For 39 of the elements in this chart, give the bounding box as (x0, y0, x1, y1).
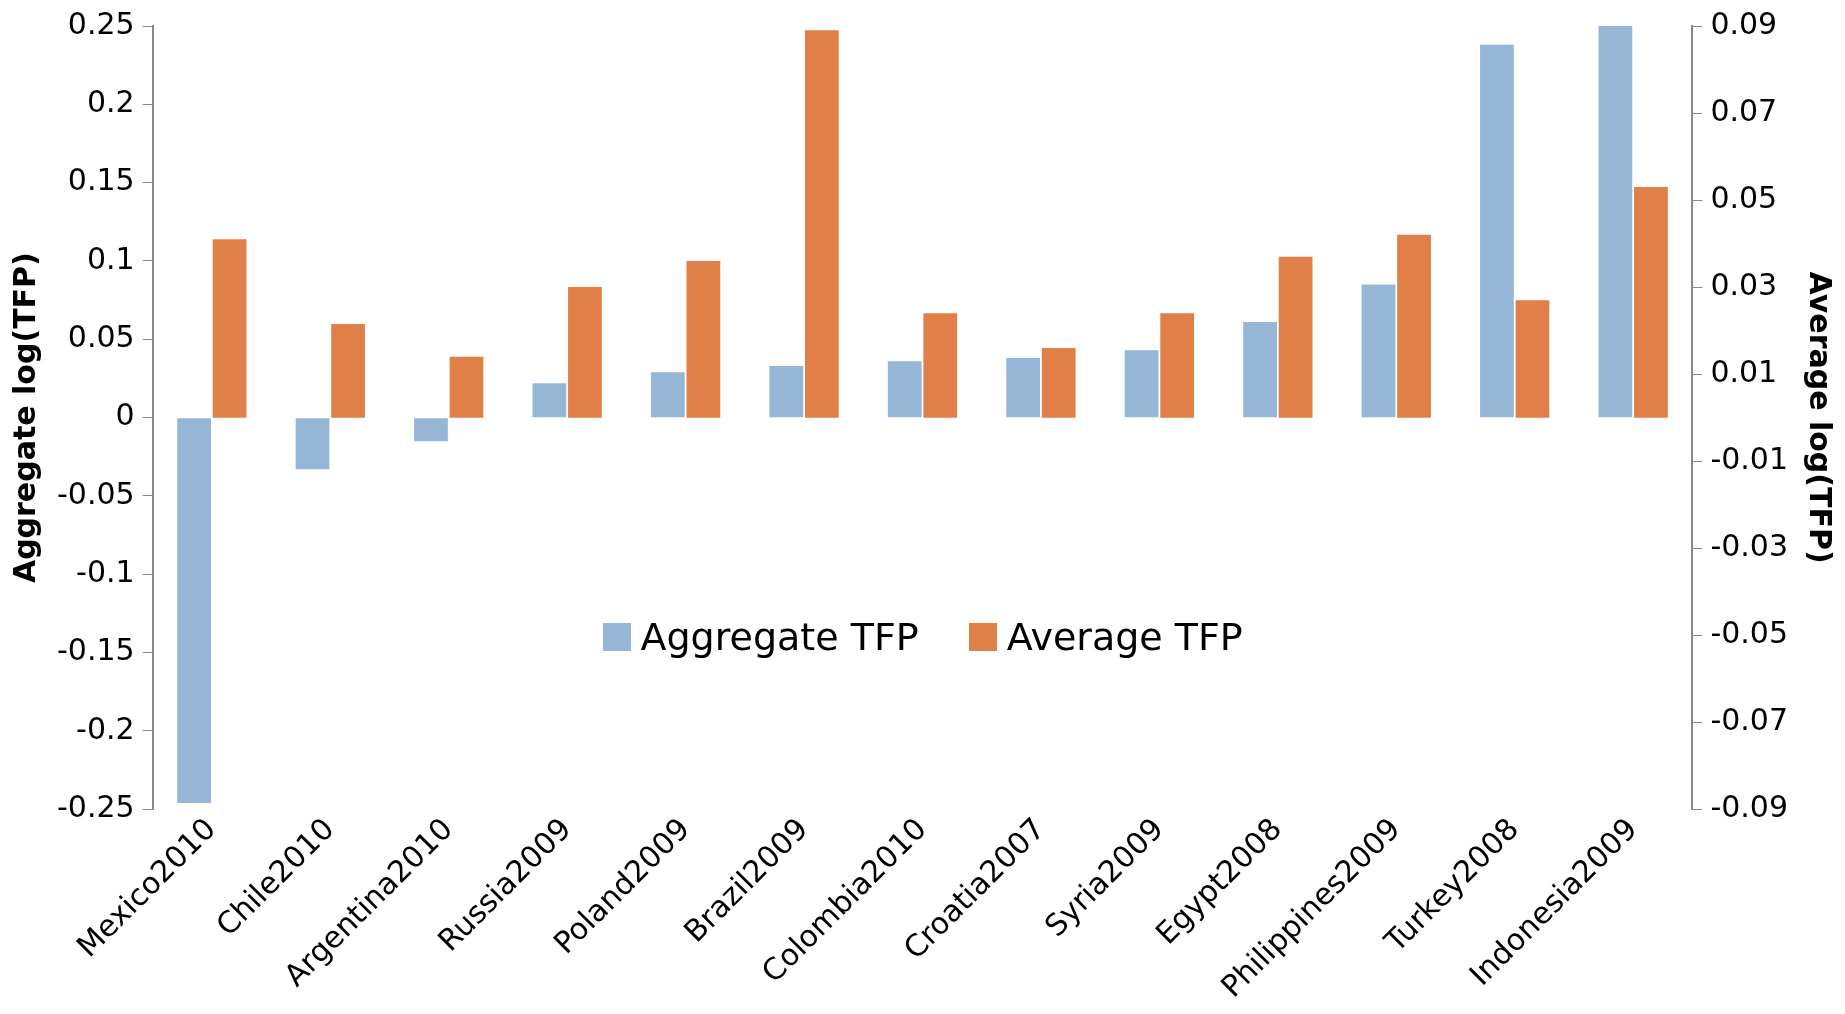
legend-label: Aggregate TFP (640, 614, 919, 659)
y-tick-label: 0.2 (86, 84, 135, 120)
bar (532, 383, 567, 418)
bar (1515, 300, 1550, 418)
bar (177, 418, 211, 803)
bar (1480, 44, 1514, 418)
y2-tick-label: -0.03 (1710, 527, 1788, 563)
y2-tick-label: 0.09 (1710, 5, 1778, 41)
y-tick-label: 0.15 (67, 162, 135, 198)
bar (568, 287, 602, 418)
bar (295, 418, 330, 470)
y-tick-label: 0 (115, 397, 135, 433)
y-axis-title: Aggregate log(TFP) (6, 252, 42, 584)
y-tick-label: 0.1 (86, 240, 135, 276)
y-tick-label: -0.25 (57, 789, 135, 825)
y2-tick-label: 0.03 (1710, 266, 1778, 302)
y-tick-label: -0.15 (57, 632, 135, 668)
bar (449, 356, 484, 418)
y-tick-label: -0.1 (76, 554, 135, 590)
bar (804, 30, 839, 418)
y-tick-label: 0.05 (67, 319, 135, 355)
bar (414, 418, 448, 442)
y2-tick-label: -0.07 (1710, 702, 1788, 738)
bar (212, 239, 247, 418)
bar (686, 260, 721, 418)
legend-label: Average TFP (1006, 614, 1243, 659)
bar (331, 324, 365, 418)
bar (769, 365, 804, 418)
y2-tick-label: 0.05 (1710, 179, 1778, 215)
y2-tick-label: -0.05 (1710, 615, 1788, 651)
bar (650, 372, 685, 418)
y-tick-label: -0.2 (76, 710, 135, 746)
y-tick-label: -0.05 (57, 475, 135, 511)
y2-axis-title: Average log(TFP) (1803, 271, 1839, 564)
y-tick-label: 0.25 (67, 5, 135, 41)
y2-tick-label: 0.07 (1710, 92, 1778, 128)
y2-tick-label: -0.01 (1710, 440, 1788, 476)
y2-tick-label: 0.01 (1710, 353, 1778, 389)
y2-tick-label: -0.09 (1710, 789, 1788, 825)
